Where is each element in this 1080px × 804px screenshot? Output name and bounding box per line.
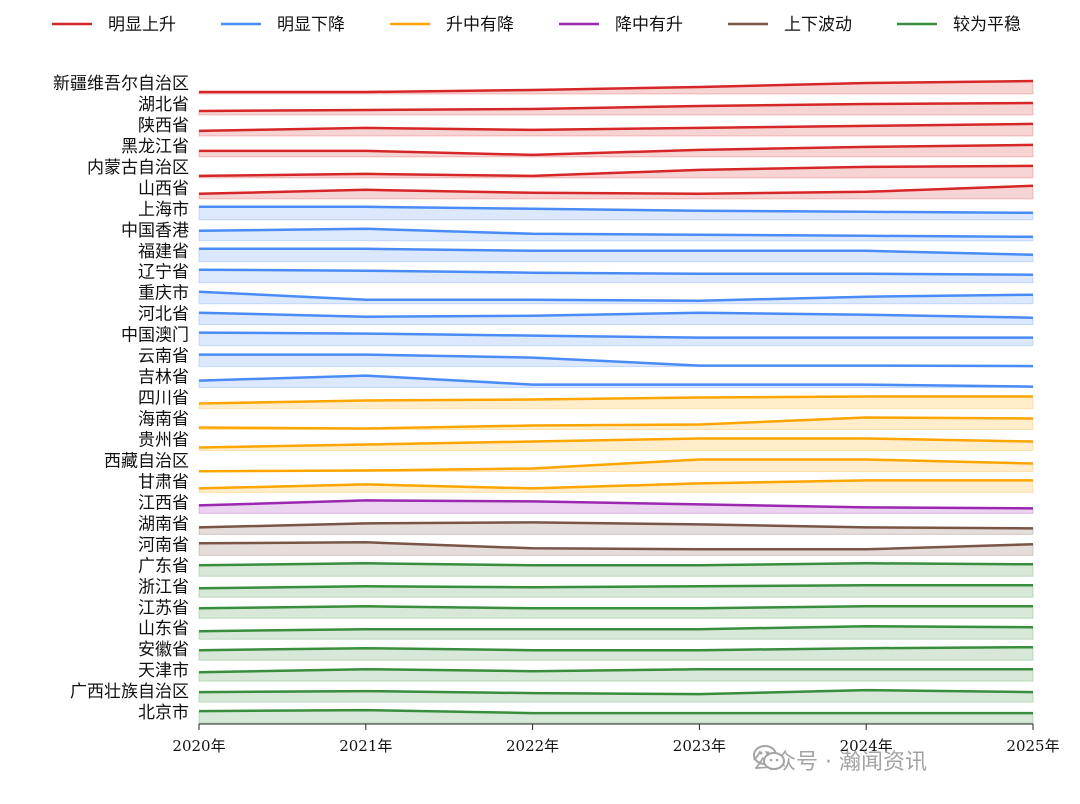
row-label: 广东省 xyxy=(138,556,189,576)
ridge-line xyxy=(198,458,1034,473)
row-label: 云南省 xyxy=(138,347,189,367)
row-label: 湖南省 xyxy=(138,514,189,534)
row-label: 辽宁省 xyxy=(138,263,189,283)
ridge-line xyxy=(198,374,1034,388)
ridge-line xyxy=(198,562,1034,567)
legend-label: 明显上升 xyxy=(108,15,176,35)
row-label: 黑龙江省 xyxy=(121,137,189,157)
ridge-line xyxy=(198,479,1033,490)
row-label: 山西省 xyxy=(138,179,189,199)
legend-label: 明显下降 xyxy=(277,15,345,35)
ridge-line xyxy=(199,353,1034,368)
legend-label: 升中有降 xyxy=(446,15,514,35)
row-label: 新疆维吾尔自治区 xyxy=(53,74,189,94)
row-label: 浙江省 xyxy=(138,577,189,597)
ridge-line xyxy=(198,311,1034,319)
row-label: 重庆市 xyxy=(138,284,189,304)
row-label: 湖北省 xyxy=(138,95,189,115)
row-label: 上海市 xyxy=(138,200,189,220)
ridge-line xyxy=(198,605,1033,610)
ridge-line xyxy=(199,79,1034,94)
row-label: 陕西省 xyxy=(138,116,189,136)
x-tick-label: 2022年 xyxy=(506,737,559,755)
ridge-line xyxy=(199,247,1034,257)
x-tick-label: 2021年 xyxy=(339,737,392,755)
ridge-line xyxy=(198,688,1034,696)
x-tick-label: 2025年 xyxy=(1006,737,1059,755)
ridge-line xyxy=(198,499,1034,510)
row-label: 福建省 xyxy=(138,242,189,262)
row-label: 吉林省 xyxy=(138,368,189,388)
ridge-line xyxy=(198,541,1034,551)
row-label: 北京市 xyxy=(138,703,189,723)
ridge-line xyxy=(198,227,1034,239)
row-label: 江苏省 xyxy=(138,598,189,618)
row-label: 内蒙古自治区 xyxy=(87,158,189,178)
ridge-line xyxy=(198,164,1034,178)
ridge-line xyxy=(198,101,1034,113)
row-label: 甘肃省 xyxy=(138,472,189,492)
wechat-icon xyxy=(753,745,785,770)
x-tick-label: 2020年 xyxy=(172,737,225,755)
x-tick-label: 2024年 xyxy=(840,737,893,755)
row-label: 海南省 xyxy=(138,410,189,430)
legend-label: 降中有升 xyxy=(615,15,683,35)
ridge-line xyxy=(199,143,1034,157)
ridge-line xyxy=(198,521,1034,530)
row-label: 安徽省 xyxy=(138,640,189,660)
ridge-line xyxy=(198,395,1033,405)
row-label: 河北省 xyxy=(138,305,189,325)
watermark: 公众号 · 瀚闻资讯 xyxy=(752,744,927,776)
row-label: 江西省 xyxy=(138,493,189,513)
ridge-line xyxy=(198,122,1034,133)
legend-label: 上下波动 xyxy=(784,15,852,35)
row-label: 西藏自治区 xyxy=(104,451,189,471)
x-tick-label: 2023年 xyxy=(673,737,726,755)
ridge-line xyxy=(198,667,1033,674)
legend-label: 较为平稳 xyxy=(953,15,1021,35)
ridge-line xyxy=(199,205,1034,215)
ridge-line xyxy=(198,708,1033,715)
ridge-line xyxy=(198,624,1034,633)
row-label: 河南省 xyxy=(138,535,189,555)
ridge-line xyxy=(198,437,1034,449)
row-label: 广西壮族自治区 xyxy=(70,682,189,702)
ridge-line xyxy=(198,268,1034,276)
row-label: 四川省 xyxy=(138,389,189,409)
ridge-line xyxy=(198,584,1033,590)
ridge-line xyxy=(198,645,1034,652)
ridge-line xyxy=(198,331,1033,339)
row-label: 山东省 xyxy=(138,619,189,639)
row-label: 天津市 xyxy=(138,661,189,681)
ridge-line xyxy=(198,184,1034,196)
row-label: 中国澳门 xyxy=(121,326,189,346)
row-label: 贵州省 xyxy=(138,430,189,450)
row-label: 中国香港 xyxy=(121,221,189,241)
ridge-line xyxy=(198,416,1034,430)
ridge-line xyxy=(198,290,1034,302)
